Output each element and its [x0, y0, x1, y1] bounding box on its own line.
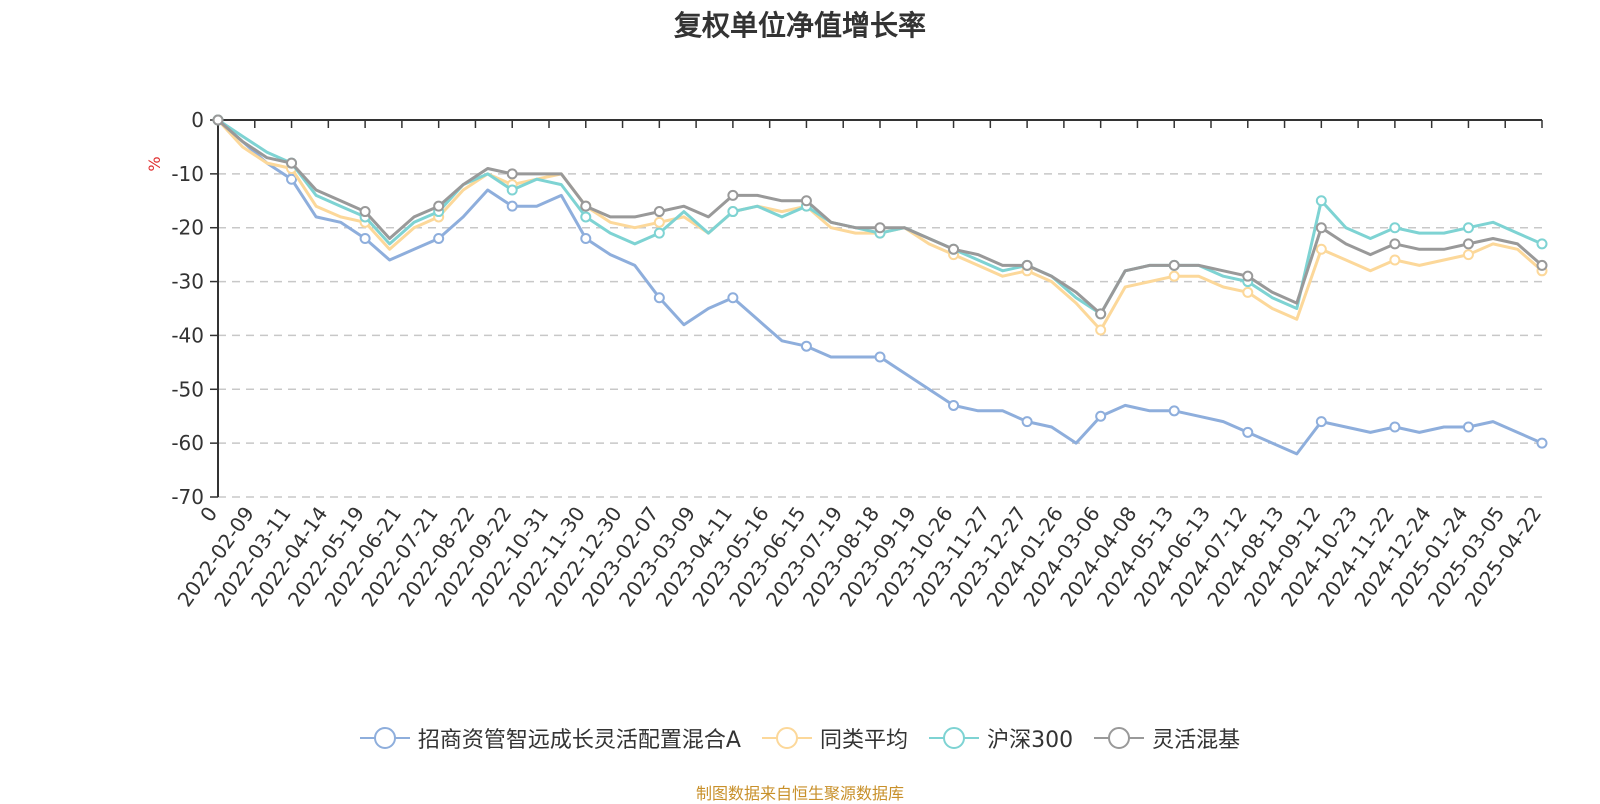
series-point: [800, 340, 812, 352]
series-point: [1389, 254, 1401, 266]
series-point: [433, 232, 445, 244]
series-point: [1242, 286, 1254, 298]
legend-item-peer-average[interactable]: 同类平均: [761, 722, 908, 754]
series-point: [1389, 421, 1401, 433]
series-point: [1242, 426, 1254, 438]
series-point: [1315, 222, 1327, 234]
y-tick-label: -20: [171, 216, 204, 240]
series-point: [653, 206, 665, 218]
series-point: [1389, 238, 1401, 250]
series-point: [1389, 222, 1401, 234]
series-point: [1462, 421, 1474, 433]
y-tick-label: -30: [171, 270, 204, 294]
legend-item-flexible-mixed[interactable]: 灵活混基: [1094, 722, 1240, 754]
series-point: [653, 227, 665, 239]
axis-layer: 0-10-20-30-40-50-60-7002022-02-092022-03…: [171, 108, 1546, 611]
y-axis-unit: %: [145, 156, 164, 171]
series-point: [948, 243, 960, 255]
series-point: [1168, 259, 1180, 271]
series-point: [1168, 405, 1180, 417]
chart-title: 复权单位净值增长率: [673, 9, 926, 42]
y-tick-label: -10: [171, 162, 204, 186]
series-point: [1315, 243, 1327, 255]
series-point: [727, 189, 739, 201]
series-line: [217, 118, 1543, 456]
series-point: [948, 399, 960, 411]
series-line: [217, 118, 1543, 316]
series-point: [653, 292, 665, 304]
series-point: [1315, 416, 1327, 428]
data-source-note: 制图数据来自恒生聚源数据库: [695, 784, 904, 803]
series-point: [1095, 410, 1107, 422]
series-layer: [212, 114, 1548, 456]
series-point: [727, 292, 739, 304]
y-tick-label: -40: [171, 323, 204, 347]
legend: 招商资管智远成长灵活配置混合A 同类平均 沪深300 灵活混基: [0, 722, 1600, 754]
legend-item-csi300[interactable]: 沪深300: [929, 722, 1073, 754]
series-point: [1095, 308, 1107, 320]
series-point: [506, 168, 518, 180]
series-point: [1536, 437, 1548, 449]
series-point: [1095, 324, 1107, 336]
legend-label: 沪深300: [987, 728, 1074, 753]
series-point: [506, 184, 518, 196]
legend-item-fund[interactable]: 招商资管智远成长灵活配置混合A: [359, 722, 741, 754]
series-point: [1315, 195, 1327, 207]
series-point: [1536, 259, 1548, 271]
series-point: [506, 200, 518, 212]
series-point: [1536, 238, 1548, 250]
series-point: [580, 211, 592, 223]
legend-marker-icon: [929, 727, 980, 749]
series-point: [433, 200, 445, 212]
series-point: [1168, 270, 1180, 282]
legend-label: 同类平均: [819, 728, 908, 753]
series-point: [359, 232, 371, 244]
series-point: [874, 351, 886, 363]
y-tick-label: 0: [191, 108, 204, 132]
series-point: [286, 157, 298, 169]
series-point: [1462, 238, 1474, 250]
series-point: [800, 195, 812, 207]
series-point: [1021, 416, 1033, 428]
y-tick-label: -60: [171, 431, 204, 455]
legend-label: 灵活混基: [1152, 728, 1241, 753]
y-tick-label: -50: [171, 377, 204, 401]
legend-marker-icon: [359, 727, 410, 749]
legend-marker-icon: [1094, 727, 1145, 749]
series-point: [1462, 222, 1474, 234]
series-point: [1242, 270, 1254, 282]
series-point: [580, 232, 592, 244]
series-point: [1021, 259, 1033, 271]
legend-label: 招商资管智远成长灵活配置混合A: [417, 728, 741, 753]
series-point: [286, 173, 298, 185]
series-point: [653, 216, 665, 228]
series-point: [1462, 249, 1474, 261]
series-point: [727, 206, 739, 218]
series-point: [212, 114, 224, 126]
series-point: [359, 206, 371, 218]
series-point: [874, 222, 886, 234]
series-point: [580, 200, 592, 212]
x-tick-label: 0: [195, 502, 222, 526]
legend-marker-icon: [761, 727, 812, 749]
y-tick-label: -70: [171, 485, 204, 509]
